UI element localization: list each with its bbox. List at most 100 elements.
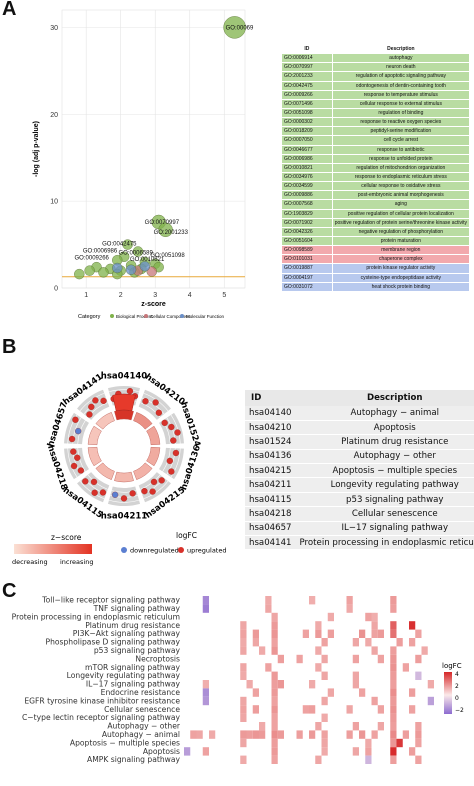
heatmap-cell <box>365 638 372 647</box>
heatmap-cell <box>315 663 322 672</box>
point-label: GO:0070997 <box>145 220 180 226</box>
heatmap-cell <box>315 646 322 655</box>
heatmap-cell <box>259 722 266 731</box>
heatmap-cell <box>327 612 334 622</box>
upregulated-point <box>90 478 98 486</box>
point-label-top: GO:00069 <box>226 25 254 31</box>
upregulated-label: upregulated <box>187 547 226 555</box>
heatmap-row-label: IL−17 signaling pathway <box>86 680 181 689</box>
heatmap-cell <box>390 596 397 605</box>
kegg-table-row: hsa04211 Longevity regulating pathway <box>245 477 474 493</box>
heatmap-cell <box>377 722 384 731</box>
heatmap-cell <box>390 654 397 664</box>
heatmap-cell <box>390 730 397 739</box>
heatmap-row-label: Endocrine resistance <box>101 688 181 697</box>
upregulated-point <box>174 429 181 436</box>
kegg-table-header-desc: Description <box>295 390 474 406</box>
kegg-term-id: hsa04136 <box>245 449 296 465</box>
heatmap-cell <box>390 696 397 706</box>
heatmap-cell <box>252 730 259 739</box>
kegg-term-id: hsa04211 <box>245 477 296 493</box>
heatmap-cell <box>271 722 278 731</box>
heatmap-cell <box>409 747 416 756</box>
heatmap-cell <box>209 730 216 739</box>
heatmap-cell <box>359 688 366 697</box>
heatmap-cell <box>309 705 316 714</box>
upregulated-point <box>129 490 136 497</box>
heatmap-cell <box>271 629 278 638</box>
heatmap-cell <box>352 680 359 689</box>
heatmap-cell <box>265 663 272 672</box>
heatmap-cell <box>271 696 278 706</box>
heatmap-cell <box>271 671 278 680</box>
kegg-zscore-bar <box>133 412 153 430</box>
upregulated-point <box>91 489 98 496</box>
x-tick-label: 2 <box>119 292 123 299</box>
heatmap-cell <box>390 755 397 764</box>
heatmap-cell <box>202 696 209 706</box>
heatmap-cell <box>240 713 247 722</box>
heatmap-row-label: AMPK signaling pathway <box>87 755 180 764</box>
point-label: GO:2001233 <box>154 230 189 236</box>
downregulated-label: downregulated <box>130 547 179 555</box>
heatmap-cell <box>346 730 353 739</box>
heatmap-cell <box>390 646 397 655</box>
zscore-legend-low: decreasing <box>12 558 48 566</box>
upregulated-swatch <box>178 547 184 553</box>
heatmap-cell <box>415 738 422 748</box>
heatmap-cell <box>409 621 416 630</box>
heatmap-cell <box>271 638 278 647</box>
upregulated-point <box>100 397 107 404</box>
legend-item: Molecular Function <box>186 314 225 319</box>
heatmap-cell <box>390 713 397 722</box>
heatmap-row-label: p53 signaling pathway <box>94 646 181 655</box>
plot-area <box>61 9 246 289</box>
y-tick-label: 0 <box>54 286 58 293</box>
heatmap-row-label: Toll−like receptor signaling pathway <box>41 596 180 605</box>
heatmap-row-label: Apoptosis − multiple species <box>70 738 180 747</box>
kegg-sector-label: hsa04140 <box>101 372 148 382</box>
x-tick-label: 4 <box>188 292 192 299</box>
y-tick-label: 20 <box>50 112 58 119</box>
heatmap-cell <box>359 730 366 739</box>
upregulated-point <box>168 423 175 431</box>
upregulated-point <box>86 411 93 418</box>
kegg-term-desc: Apoptosis − multiple species <box>295 463 474 479</box>
go-bubble <box>74 268 85 280</box>
heatmap-cell <box>390 688 397 697</box>
heatmap-row-label: TNF signaling pathway <box>93 604 181 613</box>
heatmap-cell <box>409 705 416 714</box>
heatmap-cell <box>427 696 434 706</box>
kegg-zscore-bar <box>87 446 102 467</box>
x-axis-label: z-score <box>141 301 166 308</box>
kegg-zscore-bar <box>133 462 153 480</box>
heatmap-cell <box>252 688 259 697</box>
heatmap-cell <box>315 722 322 731</box>
panel-letter-b: B <box>2 336 17 358</box>
heatmap-cell <box>240 629 247 638</box>
heatmap-cell <box>415 755 422 764</box>
heatmap-row-label: Apoptosis <box>143 747 180 756</box>
heatmap-row-label: Cellular senescence <box>104 705 180 714</box>
go-bubble <box>158 222 173 237</box>
kegg-table-row: hsa04140 Autophagy − animal <box>245 406 474 421</box>
heatmap-cell <box>415 671 422 680</box>
heatmap-row-label: Autophagy − animal <box>102 730 180 739</box>
heatmap-cell <box>196 730 203 739</box>
heatmap-cell <box>390 671 397 680</box>
logfc-legend-title: logFC <box>176 531 197 540</box>
heatmap-cell <box>252 629 259 638</box>
kegg-zscore-bar <box>146 425 161 446</box>
go-bubble <box>223 16 246 39</box>
heatmap-cell <box>371 646 378 655</box>
heatmap-legend-tick: −2 <box>455 707 464 714</box>
heatmap-cell <box>309 730 316 739</box>
kegg-term-desc: Cellular senescence <box>295 506 474 522</box>
heatmap-cell <box>240 705 247 714</box>
kegg-table-header-row: ID Description <box>245 390 474 406</box>
heatmap-cell <box>390 738 397 748</box>
kegg-sector-label: hsa04211 <box>101 512 148 522</box>
go-bubble <box>98 267 109 278</box>
heatmap-cell <box>302 705 309 714</box>
upregulated-point <box>99 489 107 496</box>
